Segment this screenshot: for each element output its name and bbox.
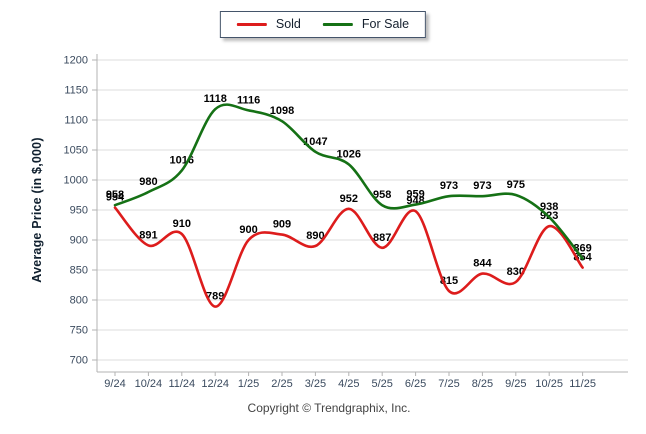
data-label-for-sale: 1047: [303, 136, 327, 148]
x-tick-label: 12/24: [201, 378, 229, 390]
legend: Sold For Sale: [219, 11, 427, 38]
y-tick-label: 850: [70, 265, 88, 277]
x-tick-label: 11/24: [168, 378, 195, 390]
y-tick-label: 700: [70, 355, 88, 367]
y-tick-label: 1050: [64, 145, 88, 157]
legend-label-for-sale: For Sale: [361, 17, 410, 31]
x-tick-label: 1/25: [238, 378, 259, 390]
data-label-for-sale: 958: [106, 189, 124, 201]
y-tick-label: 800: [70, 295, 88, 307]
data-label-sold: 952: [340, 193, 358, 205]
y-tick-label: 1100: [64, 115, 88, 127]
data-label-for-sale: 980: [139, 176, 157, 188]
x-tick-label: 9/25: [505, 378, 526, 390]
y-tick-label: 1200: [64, 55, 88, 67]
x-tick-label: 10/24: [135, 378, 163, 390]
y-tick-label: 1000: [64, 175, 88, 187]
series-line-sold: [113, 206, 584, 308]
data-label-for-sale: 1116: [237, 94, 260, 106]
x-tick-label: 11/25: [569, 378, 596, 390]
sold-line-swatch-icon: [236, 22, 267, 26]
data-label-for-sale: 973: [473, 180, 491, 192]
legend-label-sold: Sold: [275, 17, 301, 31]
data-label-sold: 909: [273, 219, 291, 231]
data-label-sold: 887: [373, 232, 391, 244]
for-sale-line-swatch-icon: [322, 22, 353, 26]
y-tick-label: 900: [70, 235, 88, 247]
x-tick-label: 3/25: [305, 378, 326, 390]
legend-item-sold: Sold: [236, 17, 301, 31]
legend-item-for-sale: For Sale: [322, 17, 410, 31]
data-label-for-sale: 958: [373, 189, 391, 201]
x-tick-label: 9/24: [104, 378, 125, 390]
data-label-for-sale: 1098: [270, 105, 294, 117]
data-label-sold: 789: [206, 291, 224, 303]
data-label-for-sale: 975: [507, 179, 525, 191]
x-tick-label: 5/25: [371, 378, 392, 390]
y-tick-label: 950: [70, 205, 88, 217]
data-label-for-sale: 973: [440, 180, 458, 192]
data-label-sold: 844: [473, 258, 492, 270]
data-label-sold: 954: [106, 192, 125, 204]
copyright-text: Copyright © Trendgraphix, Inc.: [247, 401, 411, 415]
data-label-sold: 891: [139, 229, 157, 241]
data-label-for-sale: 1016: [170, 154, 194, 166]
x-tick-label: 10/25: [535, 378, 563, 390]
gridlines: [97, 59, 628, 361]
series-line-for-sale: [113, 103, 584, 260]
x-axis: 9/24 10/24 11/24 12/24 1/25 2/25 3/25 4/25 5/25 6…: [97, 371, 628, 390]
x-tick-label: 2/25: [271, 378, 292, 390]
data-label-for-sale: 1118: [204, 93, 227, 105]
x-tick-label: 8/25: [472, 378, 493, 390]
y-tick-label: 750: [70, 325, 88, 337]
y-tick-label: 1150: [64, 85, 88, 97]
data-label-for-sale: 938: [540, 201, 558, 213]
data-label-sold: 900: [239, 224, 257, 236]
data-label-for-sale: 1026: [337, 148, 361, 160]
data-label-sold: 910: [173, 218, 191, 230]
data-label-for-sale: 959: [406, 189, 424, 201]
data-label-sold: 890: [306, 230, 324, 242]
x-tick-label: 4/25: [338, 378, 359, 390]
x-tick-label: 7/25: [438, 378, 459, 390]
x-tick-label: 6/25: [405, 378, 426, 390]
y-axis: 700 750 800 850 900 950 1000 1050 1100 1150 1200: [64, 54, 98, 372]
